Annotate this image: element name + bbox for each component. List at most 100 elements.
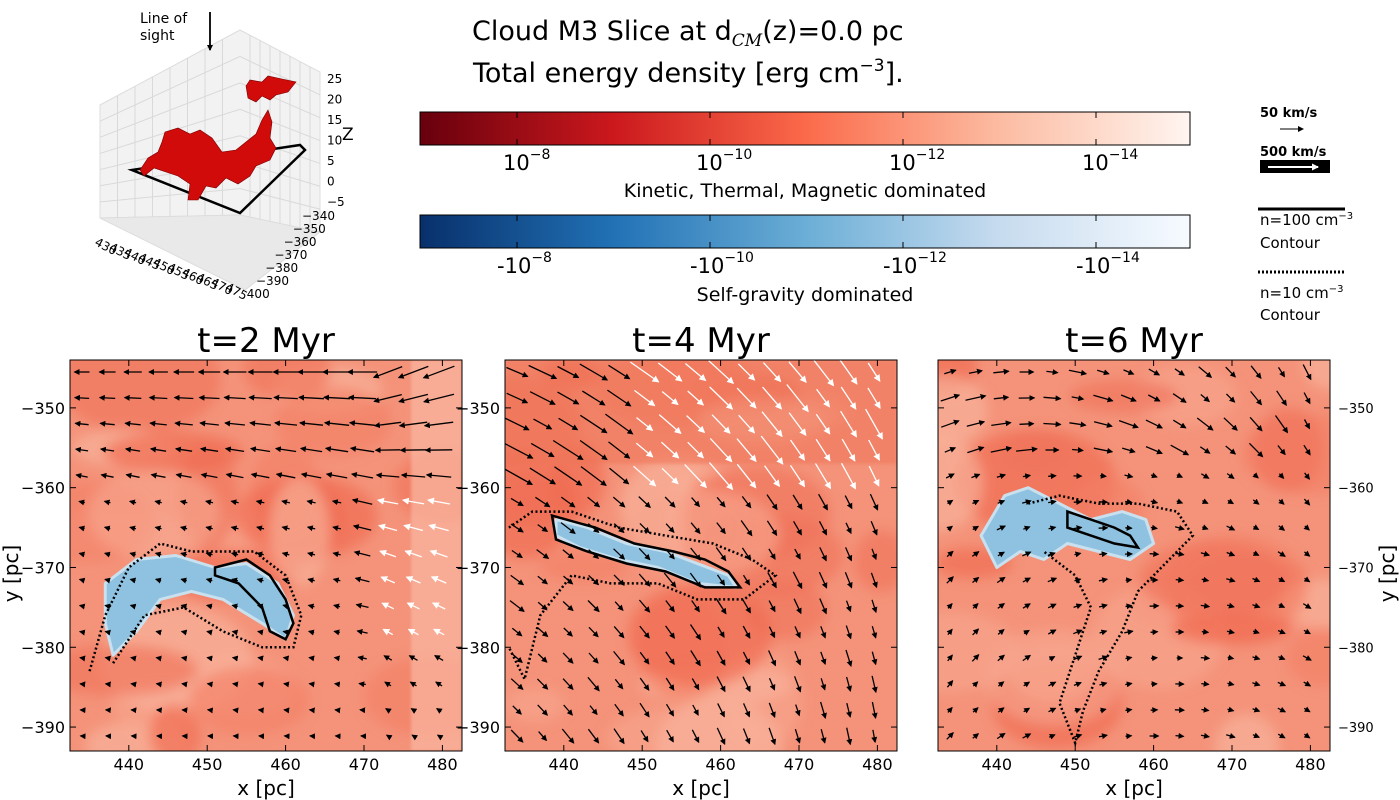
velocity-arrow	[1175, 576, 1185, 583]
velocity-arrow	[946, 499, 954, 506]
velocity-arrow	[1098, 733, 1108, 740]
velocity-arrow	[691, 497, 701, 508]
velocity-arrow	[103, 525, 111, 532]
velocity-arrow	[1200, 602, 1211, 609]
velocity-arrow	[1303, 680, 1312, 687]
velocity-arrow	[665, 548, 675, 560]
velocity-arrow	[1071, 395, 1085, 402]
velocity-arrow	[231, 655, 239, 662]
velocity-arrow	[1022, 654, 1032, 662]
velocity-field	[73, 365, 455, 741]
velocity-arrow	[129, 629, 137, 636]
velocity-arrow	[971, 681, 979, 688]
cube-z-tick-label: 15	[327, 113, 342, 127]
velocity-arrow	[282, 655, 290, 662]
heatmap-patch	[1139, 541, 1288, 616]
velocity-arrow	[870, 572, 878, 589]
velocity-arrow	[1048, 473, 1057, 480]
velocity-arrow	[820, 626, 827, 639]
velocity-arrow	[605, 413, 634, 435]
velocity-arrow	[997, 654, 1005, 662]
velocity-arrow	[1074, 577, 1082, 584]
velocity-arrow	[820, 729, 827, 744]
velocity-arrow	[793, 520, 802, 536]
velocity-arrow	[300, 472, 322, 479]
colorbar-tick-label: 10−10	[696, 147, 752, 175]
velocity-arrow	[613, 728, 625, 745]
velocity-arrow	[510, 497, 524, 507]
x-tick-label: 460	[270, 755, 301, 774]
velocity-arrow	[869, 493, 879, 511]
los-label-1: Line of	[140, 11, 188, 27]
velocity-arrow	[560, 496, 576, 508]
velocity-arrow	[972, 576, 980, 584]
velocity-arrow	[562, 678, 574, 691]
velocity-arrow	[871, 599, 878, 614]
velocity-arrow	[1201, 628, 1210, 635]
velocity-arrow	[104, 655, 111, 662]
velocity-arrow	[1150, 655, 1158, 662]
panel-title: t=2 Myr	[197, 321, 335, 361]
heatmap-patch	[854, 530, 897, 592]
velocity-arrow	[404, 549, 422, 558]
y-axis-label: y [pc]	[1375, 545, 1399, 603]
velocity-arrow	[1176, 498, 1184, 505]
velocity-arrow	[738, 414, 756, 434]
velocity-arrow	[1226, 576, 1236, 583]
velocity-arrow	[1073, 681, 1082, 688]
x-tick-label: 480	[862, 755, 893, 774]
cube-y-tick-label: −370	[274, 248, 307, 262]
velocity-arrow	[257, 681, 264, 688]
velocity-arrow	[1303, 550, 1311, 557]
velocity-arrow	[588, 652, 599, 664]
velocity-arrow	[557, 391, 580, 405]
velocity-arrow	[231, 603, 238, 610]
velocity-arrow	[255, 499, 265, 506]
velocity-arrow	[1225, 366, 1236, 378]
velocity-arrow	[1048, 707, 1057, 714]
velocity-arrow	[638, 547, 651, 561]
velocity-arrow	[1098, 655, 1109, 661]
velocity-arrow	[762, 362, 782, 383]
velocity-arrow	[768, 548, 776, 560]
panels: t=2 Myr 440 450 460 470 480 x [pc] −350 −360 −370…	[0, 321, 1399, 800]
velocity-arrow	[1174, 368, 1185, 376]
velocity-arrow	[332, 577, 341, 584]
velocity-arrow	[552, 439, 584, 461]
velocity-arrow	[587, 600, 600, 613]
velocity-arrow	[1252, 628, 1260, 635]
heatmap-patch	[70, 644, 198, 696]
velocity-arrow	[661, 467, 679, 485]
velocity-arrow	[589, 705, 598, 716]
velocity-arrow	[533, 418, 553, 430]
velocity-arrow	[323, 420, 350, 427]
velocity-arrow	[630, 361, 660, 383]
velocity-arrow	[230, 525, 239, 532]
velocity-arrow	[128, 499, 137, 506]
velocity-arrow	[639, 625, 650, 639]
velocity-arrow	[1149, 550, 1160, 557]
velocity-arrow	[1046, 369, 1059, 376]
velocity-arrow	[351, 497, 373, 505]
velocity-arrow	[199, 446, 219, 453]
velocity-arrow	[250, 472, 270, 479]
velocity-arrow	[1252, 524, 1260, 531]
velocity-arrow	[993, 368, 1010, 375]
velocity-arrow	[633, 465, 657, 487]
velocity-arrow	[1124, 629, 1134, 636]
x-tick-label: 450	[192, 755, 223, 774]
velocity-arrow	[818, 520, 828, 536]
velocity-arrow	[768, 727, 777, 746]
velocity-arrow	[946, 731, 954, 740]
velocity-arrow	[742, 651, 751, 665]
velocity-arrow	[1048, 656, 1056, 662]
velocity-arrow	[716, 727, 726, 746]
velocity-arrow	[1150, 629, 1159, 636]
velocity-arrow	[78, 525, 85, 532]
velocity-arrow	[1145, 446, 1163, 455]
y-tick-label: −360	[1338, 482, 1374, 497]
velocity-arrow	[398, 393, 429, 404]
velocity-arrow	[173, 394, 194, 401]
velocity-arrow	[846, 727, 853, 746]
